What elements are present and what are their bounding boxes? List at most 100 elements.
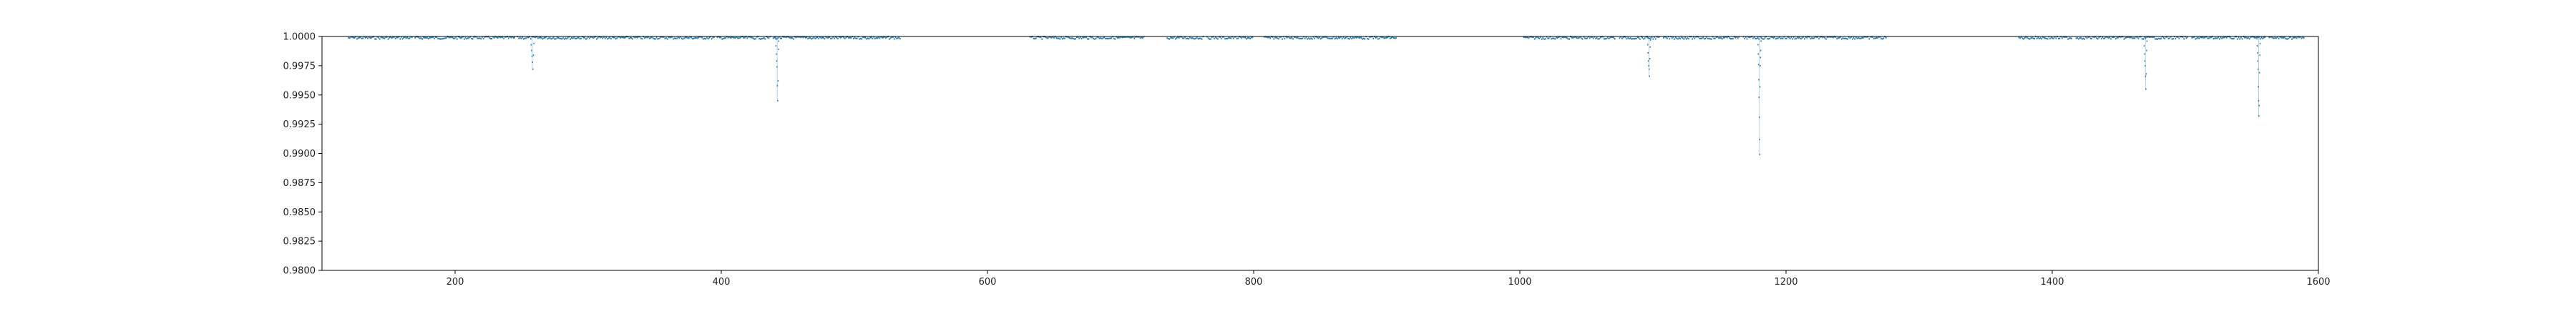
baseline-point — [1639, 38, 1641, 40]
baseline-point — [590, 36, 592, 38]
baseline-point — [1767, 38, 1768, 40]
baseline-point — [1385, 36, 1387, 39]
baseline-point — [2133, 37, 2135, 39]
baseline-point — [1585, 37, 1587, 40]
baseline-point — [2078, 38, 2079, 40]
baseline-point — [2203, 36, 2205, 39]
baseline-point — [2270, 36, 2271, 38]
baseline-point — [1823, 36, 1825, 38]
x-axis-ticks: 200 400 600 800 1000 1200 1400 1600 — [447, 270, 2331, 288]
baseline-point — [1611, 36, 1614, 39]
baseline-point — [784, 36, 786, 38]
baseline-point — [1194, 38, 1196, 40]
baseline-point — [2075, 37, 2077, 39]
baseline-point — [1714, 37, 1716, 39]
baseline-point — [2067, 38, 2069, 40]
baseline-point — [1870, 36, 1871, 38]
baseline-point — [1572, 36, 1574, 39]
baseline-point — [357, 37, 359, 39]
baseline-point — [396, 36, 397, 39]
baseline-point — [668, 36, 670, 39]
baseline-point — [1080, 37, 1083, 40]
baseline-point — [1287, 36, 1289, 38]
baseline-point — [418, 36, 420, 39]
baseline-point — [1529, 36, 1531, 38]
baseline-point — [2069, 37, 2070, 39]
baseline-point — [879, 37, 881, 39]
baseline-point — [641, 38, 643, 40]
baseline-point — [1692, 36, 1694, 39]
baseline-point — [1125, 36, 1127, 38]
baseline-point — [2200, 36, 2202, 39]
baseline-point — [689, 36, 691, 38]
baseline-point — [1566, 36, 1568, 39]
baseline-point — [527, 36, 528, 39]
baseline-point — [1547, 37, 1548, 39]
baseline-point — [1771, 36, 1773, 39]
baseline-point — [1360, 36, 1361, 39]
baseline-point — [1669, 38, 1671, 40]
baseline-point — [637, 36, 638, 39]
baseline-point — [1775, 38, 1777, 40]
baseline-point — [2284, 36, 2285, 39]
baseline-point — [1076, 36, 1078, 39]
baseline-point — [1540, 36, 1541, 39]
baseline-point — [434, 36, 436, 38]
baseline-point — [1604, 38, 1606, 40]
baseline-point — [1211, 36, 1213, 39]
baseline-point — [1382, 36, 1384, 39]
baseline-point — [680, 36, 681, 38]
baseline-point — [1752, 37, 1754, 39]
baseline-point — [1340, 36, 1342, 38]
y-tick-label: 0.9975 — [283, 61, 316, 72]
baseline-point — [366, 36, 368, 39]
baseline-point — [1066, 36, 1068, 38]
baseline-point — [1641, 36, 1644, 39]
baseline-point — [889, 38, 890, 40]
baseline-point — [2150, 36, 2152, 38]
baseline-point — [1729, 37, 1730, 39]
baseline-point — [559, 37, 560, 39]
baseline-point — [2216, 37, 2218, 39]
baseline-point — [1681, 36, 1682, 39]
baseline-point — [1788, 36, 1790, 39]
baseline-point — [1713, 37, 1714, 39]
baseline-point — [1847, 38, 1848, 40]
baseline-point — [1108, 37, 1110, 39]
baseline-point — [653, 38, 655, 40]
baseline-point — [1179, 36, 1180, 39]
baseline-point — [811, 38, 812, 40]
baseline-point — [693, 37, 695, 39]
dip-point — [776, 60, 778, 62]
baseline-point — [1312, 38, 1313, 40]
baseline-point — [2258, 36, 2260, 39]
baseline-point — [688, 37, 690, 39]
baseline-point — [1554, 38, 1556, 40]
baseline-point — [547, 38, 549, 40]
baseline-point — [1718, 37, 1719, 39]
y-tick-label: 0.9900 — [283, 149, 316, 160]
baseline-point — [732, 36, 733, 39]
baseline-point — [743, 36, 745, 39]
baseline-point — [409, 37, 411, 39]
baseline-point — [574, 37, 576, 39]
baseline-point — [1799, 36, 1800, 39]
baseline-point — [673, 38, 674, 40]
baseline-point — [1651, 36, 1653, 38]
baseline-point — [1055, 37, 1058, 39]
baseline-point — [1826, 36, 1828, 39]
baseline-point — [471, 37, 472, 40]
dip-point — [1757, 53, 1759, 55]
baseline-point — [1822, 36, 1823, 39]
baseline-point — [1815, 36, 1818, 39]
baseline-point — [2250, 36, 2252, 39]
baseline-point — [867, 37, 869, 39]
baseline-point — [1805, 36, 1807, 39]
baseline-point — [1848, 36, 1850, 39]
baseline-point — [2034, 37, 2036, 40]
baseline-point — [386, 36, 388, 38]
baseline-point — [349, 37, 351, 39]
baseline-point — [1367, 38, 1368, 40]
baseline-point — [580, 37, 582, 39]
baseline-point — [1574, 36, 1576, 38]
